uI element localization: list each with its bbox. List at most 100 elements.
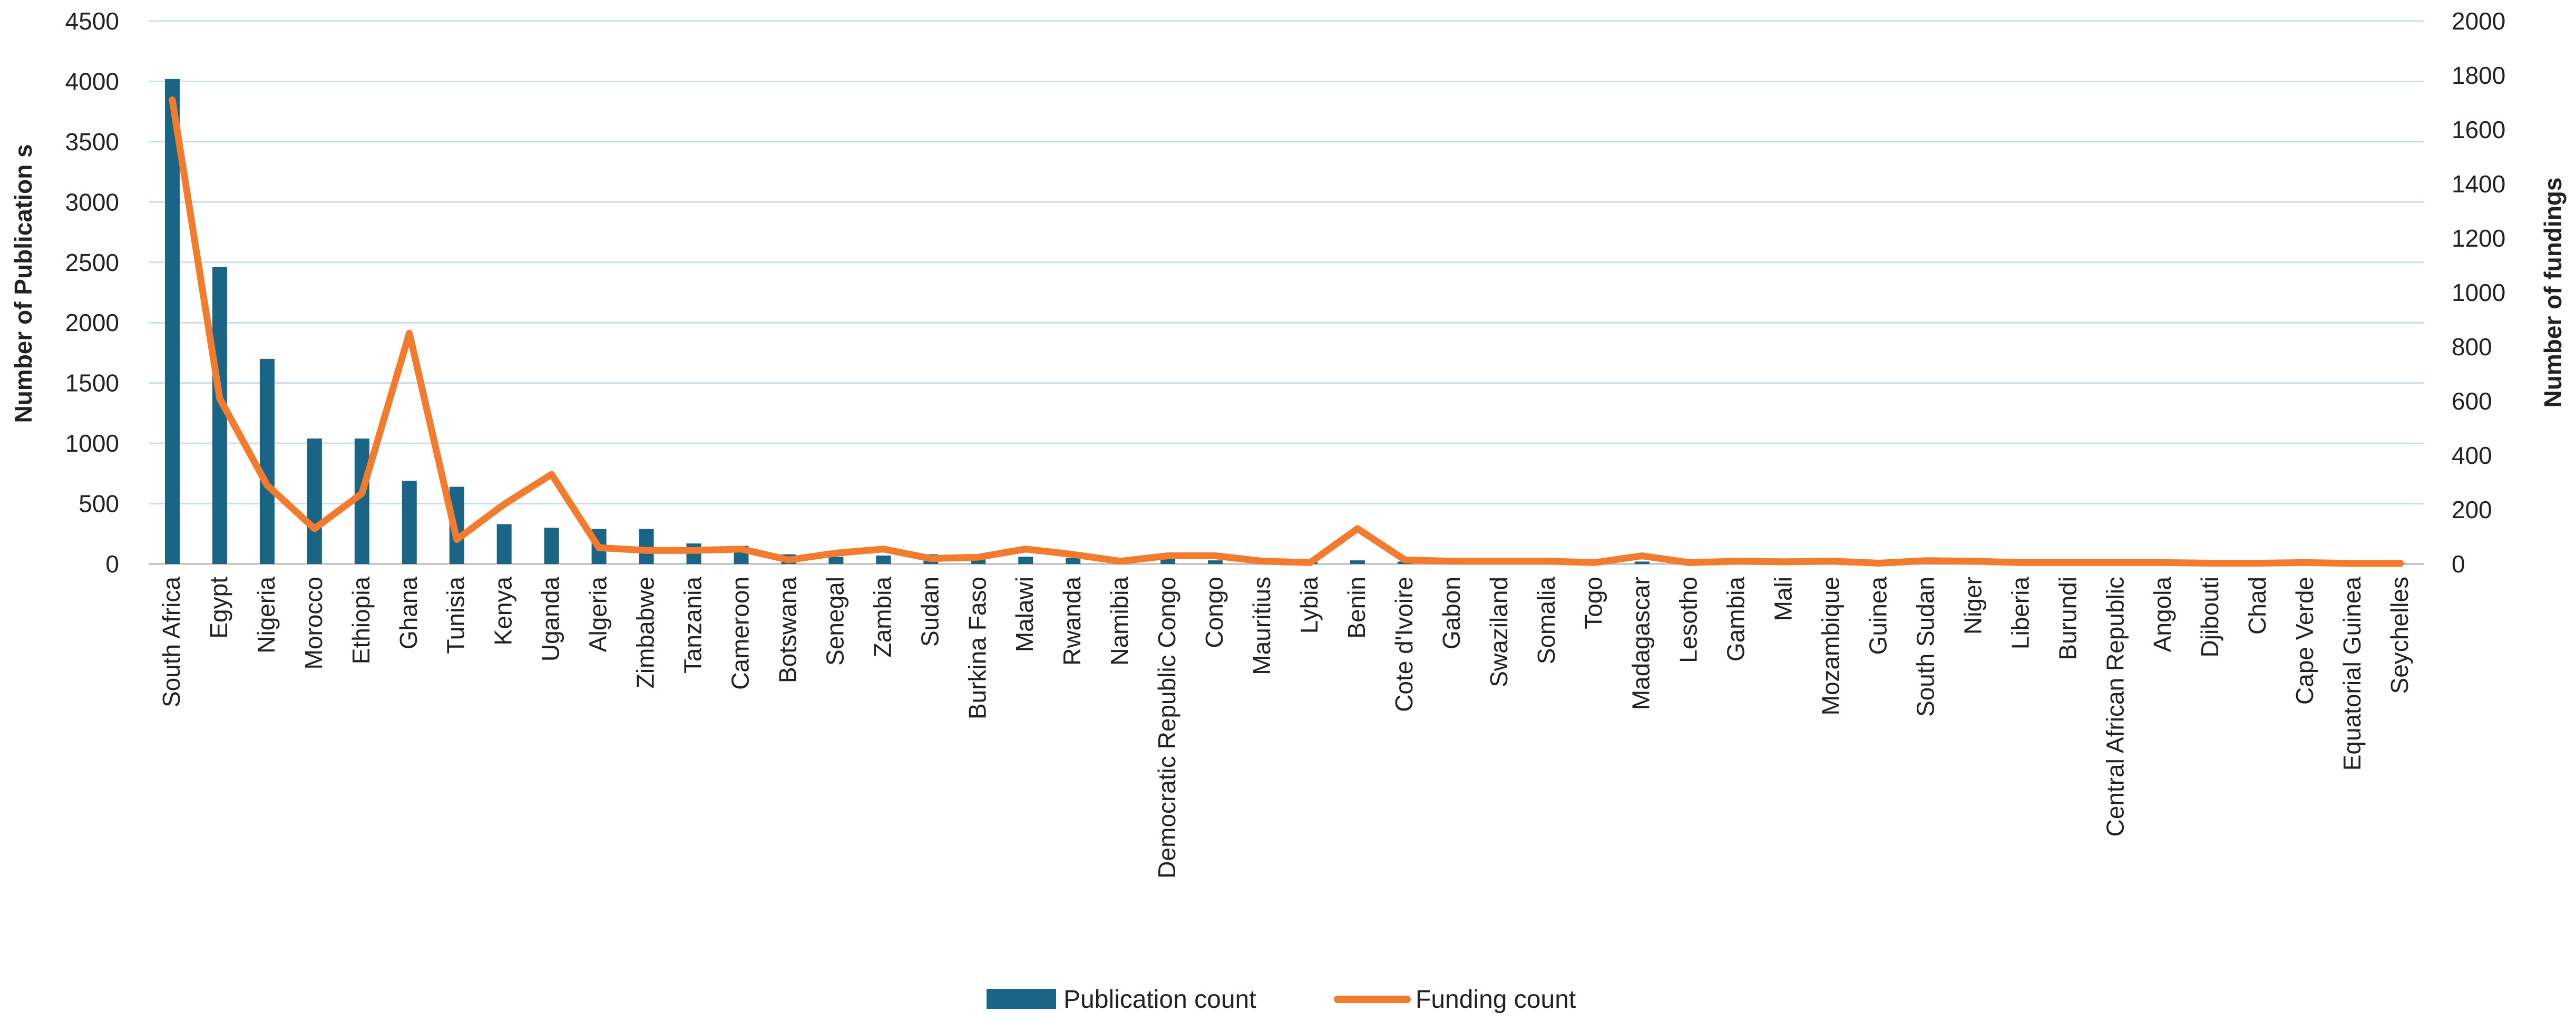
x-tick-label: Central African Republic <box>2101 577 2129 836</box>
x-tick-label: Sudan <box>916 577 943 647</box>
x-tick-label: Togo <box>1580 577 1607 629</box>
x-tick-label: Guinea <box>1864 577 1891 655</box>
right-tick-label: 600 <box>2452 387 2492 415</box>
right-tick-label: 1200 <box>2452 225 2505 252</box>
x-tick-label: Zambia <box>869 577 896 658</box>
x-tick-label: Algeria <box>584 577 612 653</box>
left-tick-label: 1500 <box>65 369 119 397</box>
x-tick-label: Botswana <box>774 577 801 683</box>
right-tick-label: 1800 <box>2452 62 2505 89</box>
x-tick-label: Cape Verde <box>2291 577 2318 705</box>
bar <box>496 524 512 564</box>
funding-line-group <box>169 96 2404 567</box>
bar <box>1634 561 1650 564</box>
x-tick-label: Benin <box>1343 577 1370 639</box>
x-tick-label: Namibia <box>1106 577 1133 666</box>
x-tick-label: Madagascar <box>1627 577 1655 710</box>
bar <box>544 528 559 564</box>
bar <box>971 559 986 564</box>
left-tick-label: 4500 <box>65 7 119 35</box>
left-axis-title: Number of Publication s <box>9 144 37 423</box>
bar <box>1018 557 1033 564</box>
x-tick-label: Mozambique <box>1817 577 1845 715</box>
right-axis-ticks: 0 200 400 600 800 1000 1200 1400 1600 1800 2000 <box>2452 7 2505 578</box>
x-tick-label: Zimbabwe <box>632 577 659 688</box>
x-tick-label: Equatorial Guinea <box>2338 577 2366 771</box>
bar <box>259 358 275 564</box>
x-tick-label: South Africa <box>158 577 185 707</box>
left-tick-label: 2500 <box>65 249 119 276</box>
x-tick-label: Senegal <box>821 577 848 666</box>
bar <box>1208 560 1223 564</box>
x-tick-label: Kenya <box>490 577 517 646</box>
x-tick-label: Egypt <box>205 577 232 639</box>
left-tick-label: 1000 <box>65 430 119 457</box>
right-tick-label: 1600 <box>2452 116 2505 143</box>
x-tick-label: Mauritius <box>1248 577 1275 675</box>
gridlines <box>149 20 2424 565</box>
x-tick-label: Swaziland <box>1485 577 1513 687</box>
bar <box>876 555 891 564</box>
x-tick-label: Gabon <box>1438 577 1465 649</box>
bar <box>164 79 180 564</box>
legend-label-publication: Publication count <box>1063 986 1256 1014</box>
x-tick-label: Burkina Faso <box>963 577 991 719</box>
right-axis-title: Number of fundings <box>2539 178 2567 408</box>
left-tick-label: 500 <box>79 490 119 518</box>
x-tick-label: Ethiopia <box>347 577 375 665</box>
x-tick-label: Gambia <box>1722 577 1750 661</box>
left-tick-label: 3500 <box>65 128 119 155</box>
left-tick-label: 3000 <box>65 188 119 216</box>
legend-swatch-publication <box>987 989 1056 1009</box>
x-tick-label: Lybia <box>1295 577 1323 634</box>
bar <box>828 557 844 564</box>
left-axis-ticks: 0 500 1000 1500 2000 2500 3000 3500 4000 4500 <box>65 7 119 578</box>
right-tick-label: 1000 <box>2452 279 2505 306</box>
x-tick-label: Democratic Republic Congo <box>1153 577 1180 879</box>
x-tick-label: Uganda <box>537 577 564 662</box>
right-tick-label: 0 <box>2452 550 2465 578</box>
bar <box>402 481 417 564</box>
bar <box>639 529 654 564</box>
bar <box>1066 558 1081 564</box>
right-tick-label: 800 <box>2452 333 2492 361</box>
x-tick-label: Mali <box>1770 577 1797 621</box>
x-tick-label: Chad <box>2243 577 2271 635</box>
x-tick-label: Congo <box>1201 577 1228 648</box>
x-tick-label: Cameroon <box>726 577 754 690</box>
x-tick-label: Djibouti <box>2196 577 2223 657</box>
legend-label-funding: Funding count <box>1416 986 1576 1014</box>
x-tick-label: Malawi <box>1011 577 1038 652</box>
x-tick-label: Tanzania <box>679 577 707 674</box>
x-axis-ticks: South Africa Egypt Nigeria Morocco Ethiopia G… <box>158 577 2413 879</box>
bar <box>212 267 227 564</box>
legend: Publication count Funding count <box>987 986 1576 1014</box>
left-tick-label: 2000 <box>65 309 119 336</box>
x-tick-label: Somalia <box>1533 577 1560 665</box>
x-tick-label: Angola <box>2149 577 2176 653</box>
x-tick-label: Lesotho <box>1675 577 1702 663</box>
x-tick-label: South Sudan <box>1911 577 1939 717</box>
x-tick-label: Ghana <box>395 577 422 650</box>
bar <box>1350 560 1365 564</box>
x-tick-label: Tunisia <box>442 577 470 654</box>
x-tick-label: Burundi <box>2054 577 2081 660</box>
x-tick-label: Liberia <box>2006 577 2034 650</box>
left-tick-label: 0 <box>105 550 119 578</box>
right-tick-label: 200 <box>2452 496 2492 523</box>
x-tick-label: Morocco <box>300 577 327 669</box>
right-tick-label: 1400 <box>2452 170 2505 198</box>
x-tick-label: Seychelles <box>2386 577 2413 694</box>
x-tick-label: Rwanda <box>1058 577 1086 666</box>
bar <box>1160 559 1176 564</box>
right-tick-label: 400 <box>2452 442 2492 469</box>
x-tick-label: Nigeria <box>252 577 280 654</box>
funding-line <box>169 96 2404 567</box>
publication-bars <box>164 79 2408 564</box>
x-tick-label: Niger <box>1959 577 1986 635</box>
left-tick-label: 4000 <box>65 67 119 95</box>
x-tick-label: Cote d'Ivoire <box>1390 577 1418 712</box>
right-tick-label: 2000 <box>2452 7 2505 35</box>
bar <box>307 438 322 564</box>
